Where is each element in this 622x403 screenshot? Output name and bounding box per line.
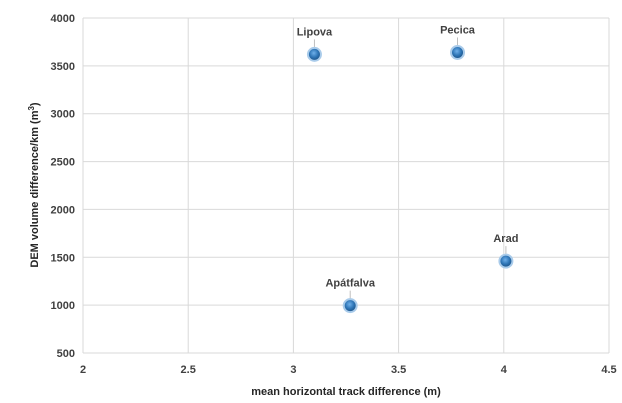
data-point-label: Lipova	[297, 26, 333, 38]
x-tick-label: 2.5	[181, 364, 196, 376]
y-axis-title-main: DEM volume difference/km (m	[29, 110, 41, 267]
data-point-marker	[342, 298, 358, 314]
data-point-label: Apátfalva	[325, 278, 375, 290]
y-tick-label: 4000	[51, 13, 75, 25]
y-tick-label: 2500	[51, 157, 75, 169]
y-tick-label: 1000	[51, 300, 75, 312]
y-tick-label: 3000	[51, 109, 75, 121]
x-tick-label: 3.5	[391, 364, 406, 376]
y-axis-title-sup: 3	[27, 106, 36, 111]
y-axis-ticks: 500 1000 1500 2000 2500 3000 3500 4000	[51, 13, 75, 360]
x-tick-label: 2	[80, 364, 86, 376]
y-tick-label: 2000	[51, 204, 75, 216]
y-axis-title: DEM volume difference/km (m3)	[27, 102, 41, 268]
y-tick-label: 3500	[51, 61, 75, 73]
y-tick-label: 1500	[51, 252, 75, 264]
plot-area	[83, 18, 609, 353]
x-axis-title: mean horizontal track difference (m)	[251, 386, 441, 398]
x-tick-label: 4	[501, 364, 508, 376]
y-axis-title-end: )	[29, 102, 41, 106]
x-axis-ticks: 2 2.5 3 3.5 4 4.5	[80, 364, 617, 376]
data-point-label: Arad	[493, 233, 518, 245]
data-points: Lipova Pecica Arad Apátfalva	[297, 24, 518, 314]
x-tick-label: 3	[290, 364, 296, 376]
data-point-marker	[306, 46, 322, 62]
data-point-marker	[450, 44, 466, 60]
y-tick-label: 500	[57, 348, 75, 360]
x-tick-label: 4.5	[601, 364, 616, 376]
data-point-label: Pecica	[440, 24, 476, 36]
data-point-marker	[498, 253, 514, 269]
